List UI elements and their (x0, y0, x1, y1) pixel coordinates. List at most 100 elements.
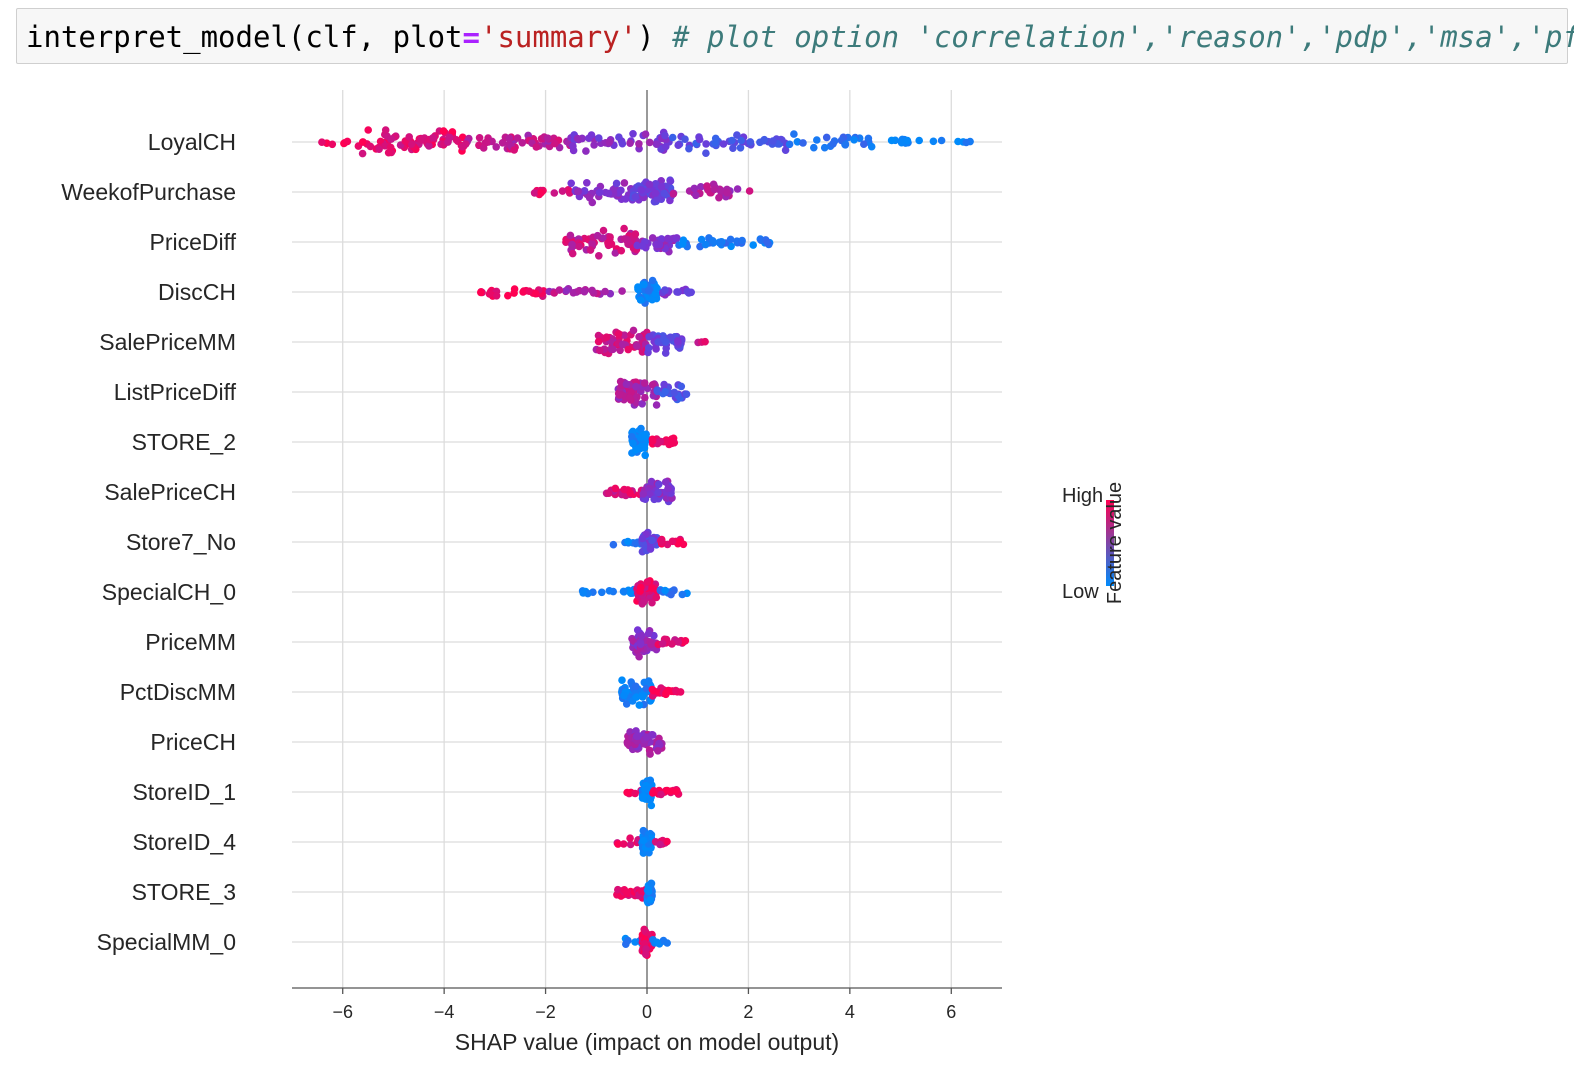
shap-point (358, 149, 367, 158)
shap-point (726, 235, 735, 244)
shap-point (492, 292, 501, 300)
shap-points (318, 126, 974, 959)
shap-point (620, 691, 628, 700)
shap-point (649, 686, 658, 695)
shap-point (647, 640, 656, 649)
shap-point (681, 637, 690, 645)
shap-point (614, 885, 622, 894)
shap-point (639, 490, 648, 498)
shap-point (644, 287, 653, 295)
shap-point (654, 488, 662, 497)
shap-point (697, 183, 705, 191)
shap-point (612, 179, 621, 188)
shap-point (710, 185, 719, 194)
shap-point (485, 290, 494, 298)
shap-point (620, 224, 628, 233)
shap-point (606, 233, 614, 241)
shap-point (639, 792, 648, 800)
shap-point (657, 177, 665, 185)
shap-point (643, 578, 652, 586)
shap-point (595, 252, 603, 260)
shap-point (593, 231, 602, 240)
shap-point (620, 485, 628, 494)
feature-label: ListPriceDiff (114, 379, 237, 405)
shap-point (929, 137, 938, 146)
shap-point (652, 140, 661, 148)
shap-point (624, 537, 632, 546)
x-tick-label: 6 (946, 1002, 956, 1022)
shap-point (582, 147, 590, 155)
shap-point (626, 834, 634, 842)
code-cell[interactable]: interpret_model(clf, plot='summary') # p… (16, 8, 1574, 64)
shap-point (631, 539, 640, 548)
shap-point (635, 701, 644, 709)
shap-point (616, 346, 624, 355)
shap-point (588, 239, 596, 248)
shap-point (574, 187, 582, 196)
shap-point (519, 288, 527, 296)
shap-point (637, 887, 646, 895)
shap-point (629, 326, 638, 335)
code-open-paren: ( (287, 20, 306, 54)
shap-point (646, 138, 654, 147)
shap-point (829, 140, 837, 148)
shap-point (623, 739, 632, 748)
shap-point (661, 586, 669, 595)
shap-point (649, 731, 657, 739)
shap-point (860, 140, 868, 148)
shap-point (611, 249, 620, 257)
shap-point (599, 226, 608, 235)
shap-point (609, 540, 618, 549)
shap-point (654, 747, 662, 755)
shap-point (647, 879, 656, 888)
shap-point (650, 495, 658, 504)
shap-point (620, 179, 629, 187)
shap-point (444, 138, 452, 146)
shap-point (567, 179, 575, 188)
shap-point (657, 235, 666, 243)
shap-point (674, 337, 682, 346)
shap-point (703, 182, 711, 190)
shap-point (676, 688, 685, 696)
shap-point (622, 888, 631, 897)
shap-point (670, 388, 679, 397)
shap-point (568, 249, 577, 258)
shap-point (678, 240, 687, 248)
shap-point (595, 188, 604, 197)
shap-point (381, 126, 390, 134)
shap-point (635, 652, 643, 661)
feature-label: PriceCH (150, 729, 236, 755)
shap-point (661, 387, 669, 396)
shap-point (644, 344, 653, 352)
shap-point (661, 478, 670, 486)
shap-point (429, 134, 437, 142)
shap-point (647, 801, 656, 810)
x-axis-label: SHAP value (impact on model output) (455, 1029, 839, 1055)
shap-point (729, 144, 737, 152)
shap-point (666, 333, 675, 342)
shap-point (666, 177, 675, 185)
shap-point (663, 939, 671, 947)
shap-point (662, 437, 670, 445)
shap-point (640, 280, 648, 289)
shap-point (631, 193, 640, 201)
shap-point (604, 189, 613, 198)
shap-point (636, 583, 645, 592)
shap-point (513, 134, 522, 142)
shap-point (618, 676, 626, 684)
shap-point (631, 789, 639, 798)
shap-point (579, 589, 587, 597)
shap-point (695, 135, 704, 144)
shap-point (663, 837, 671, 846)
shap-point (633, 342, 641, 350)
shap-point (532, 143, 541, 151)
shap-point (701, 240, 710, 249)
shap-point (602, 333, 611, 342)
shap-point (586, 246, 595, 254)
x-tick-label: −6 (332, 1002, 353, 1022)
shap-point (666, 196, 674, 205)
shap-point (624, 345, 632, 354)
shap-point (746, 138, 755, 146)
shap-point (626, 139, 634, 147)
shap-point (790, 130, 798, 138)
